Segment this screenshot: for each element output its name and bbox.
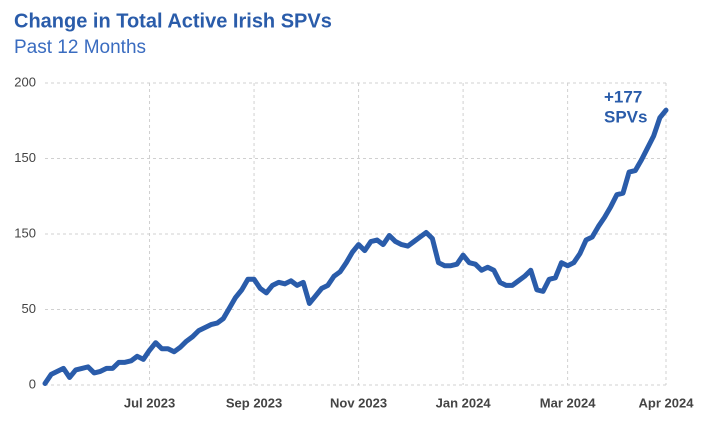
y-tick-label: 150	[14, 150, 36, 165]
x-tick-label: Jul 2023	[124, 395, 175, 410]
annotation: SPVs	[604, 107, 647, 126]
x-tick-label: Jan 2024	[436, 395, 492, 410]
y-tick-label: 150	[14, 225, 36, 240]
y-tick-label: 0	[29, 376, 36, 391]
x-tick-label: Nov 2023	[330, 395, 387, 410]
y-tick-label: 50	[22, 301, 36, 316]
line	[42, 107, 669, 386]
x-tick-label: Sep 2023	[226, 395, 282, 410]
x-tick-label: Mar 2024	[540, 395, 596, 410]
chart-title: Change in Total Active Irish SPVs	[14, 10, 332, 32]
chart-subtitle: Past 12 Months	[14, 37, 146, 58]
annotation: +177	[604, 87, 642, 106]
y-tick-label: 200	[14, 74, 36, 89]
x-tick-label: Apr 2024	[639, 395, 695, 410]
